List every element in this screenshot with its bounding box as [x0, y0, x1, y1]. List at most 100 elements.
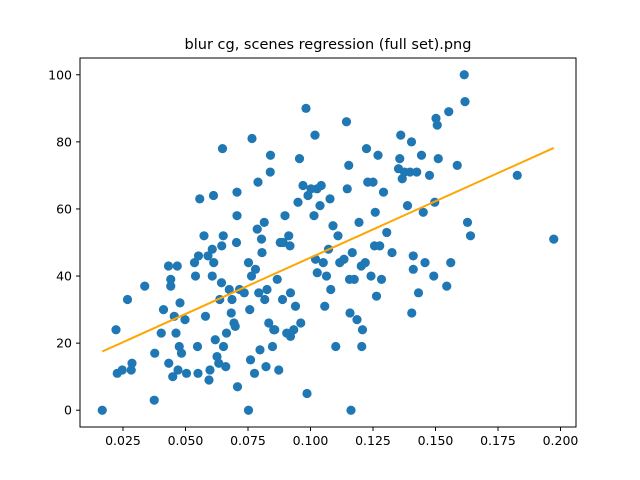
- data-point: [424, 170, 435, 181]
- data-point: [189, 258, 200, 268]
- data-point: [549, 234, 559, 244]
- data-point: [190, 271, 201, 281]
- data-point: [156, 328, 166, 338]
- data-point: [227, 294, 237, 305]
- data-point: [207, 271, 217, 281]
- data-point: [176, 348, 187, 358]
- data-point: [224, 284, 234, 295]
- data-point: [357, 325, 368, 335]
- data-point: [408, 264, 418, 274]
- data-point: [207, 244, 217, 254]
- data-point: [259, 217, 269, 227]
- data-point: [209, 258, 219, 268]
- data-point: [204, 375, 214, 385]
- data-point: [126, 365, 136, 375]
- plot-area: 0.025 0.050 0.075 0.100 0.125 0.150 0.175 0.200…: [48, 67, 578, 448]
- data-point: [232, 382, 243, 392]
- data-point: [199, 231, 209, 241]
- data-point: [265, 167, 275, 177]
- data-point: [226, 308, 236, 318]
- data-point: [117, 365, 127, 375]
- data-point: [325, 194, 335, 204]
- data-point: [254, 288, 264, 298]
- data-point: [208, 190, 219, 201]
- data-point: [321, 271, 332, 281]
- data-point: [164, 358, 174, 368]
- data-point: [333, 231, 343, 241]
- data-point: [309, 211, 319, 221]
- data-point: [97, 405, 107, 415]
- data-point: [166, 274, 176, 284]
- data-point: [342, 184, 352, 194]
- data-point: [328, 221, 338, 231]
- data-point: [354, 217, 364, 227]
- x-tick-label: 0.025: [105, 433, 141, 448]
- data-point: [262, 284, 272, 295]
- data-point: [274, 365, 284, 375]
- data-point: [216, 278, 227, 288]
- data-point: [378, 187, 389, 197]
- chart-title: blur cg, scenes regression (full set).pn…: [185, 37, 472, 53]
- data-point: [171, 328, 181, 338]
- data-point: [149, 395, 159, 405]
- data-point: [180, 315, 190, 325]
- data-point: [218, 231, 228, 241]
- data-point: [315, 201, 325, 211]
- data-point: [172, 261, 182, 271]
- data-point: [361, 143, 372, 154]
- data-point: [247, 133, 257, 144]
- data-point: [173, 365, 183, 375]
- data-point: [294, 154, 305, 164]
- data-point: [253, 177, 263, 187]
- y-tick-label: 20: [56, 336, 72, 351]
- data-point: [221, 328, 232, 338]
- data-point: [265, 150, 276, 160]
- plot-frame: [79, 57, 577, 428]
- data-point: [310, 130, 320, 140]
- data-point: [175, 298, 185, 308]
- data-point: [360, 258, 370, 268]
- data-point: [243, 405, 254, 415]
- data-point: [376, 274, 387, 284]
- data-point: [122, 294, 133, 305]
- data-point: [192, 341, 203, 352]
- data-point: [217, 143, 228, 154]
- data-point: [245, 355, 256, 365]
- data-point: [357, 341, 367, 352]
- data-point: [347, 247, 357, 258]
- data-point: [111, 325, 121, 335]
- data-point: [277, 294, 288, 305]
- y-tick-label: 80: [56, 134, 72, 149]
- data-point: [418, 207, 428, 217]
- data-point: [296, 318, 306, 328]
- x-tick-label: 0.125: [355, 433, 391, 448]
- x-tick-label: 0.100: [293, 433, 329, 448]
- data-point: [150, 348, 160, 358]
- data-point: [272, 274, 282, 284]
- data-point: [387, 247, 397, 258]
- data-point: [420, 258, 430, 268]
- data-point: [318, 258, 328, 268]
- data-point: [345, 308, 355, 318]
- data-point: [261, 362, 271, 372]
- data-point: [298, 180, 308, 191]
- data-point: [339, 254, 349, 264]
- data-point: [412, 167, 422, 177]
- x-tick-label: 0.175: [480, 433, 516, 448]
- data-point: [413, 288, 424, 298]
- data-point: [395, 154, 405, 164]
- data-point: [396, 130, 406, 140]
- y-tick-label: 100: [48, 67, 72, 82]
- data-point: [312, 268, 322, 278]
- data-point: [200, 311, 211, 321]
- data-point: [429, 271, 439, 281]
- data-point: [230, 321, 240, 331]
- data-point: [462, 217, 473, 227]
- data-point: [433, 154, 443, 164]
- data-point: [168, 372, 178, 382]
- data-point: [285, 288, 296, 298]
- data-point: [442, 281, 452, 291]
- data-point: [326, 284, 336, 295]
- data-point: [293, 197, 303, 207]
- data-point: [203, 251, 213, 261]
